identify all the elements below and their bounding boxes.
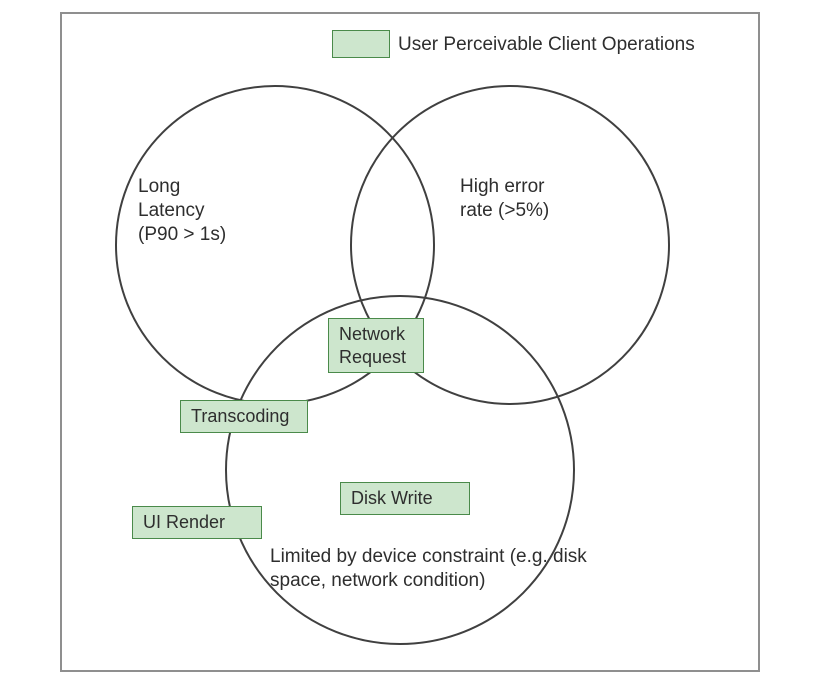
tag-ui-render: UI Render	[132, 506, 262, 539]
legend-swatch	[332, 30, 390, 58]
tag-transcoding: Transcoding	[180, 400, 308, 433]
tag-network-request: Network Request	[328, 318, 424, 373]
venn-label-right: High error rate (>5%)	[460, 175, 549, 223]
legend-label: User Perceivable Client Operations	[398, 34, 695, 56]
diagram-canvas: User Perceivable Client Operations Long …	[0, 0, 829, 690]
tag-disk-write: Disk Write	[340, 482, 470, 515]
venn-label-left: Long Latency (P90 > 1s)	[138, 175, 226, 246]
venn-label-bottom: Limited by device constraint (e.g. disk …	[270, 545, 587, 593]
